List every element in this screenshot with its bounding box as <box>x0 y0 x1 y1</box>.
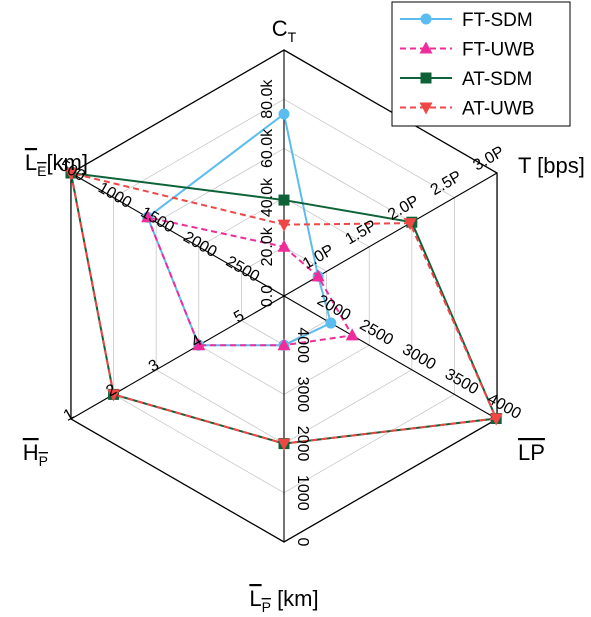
legend-item-ft-sdm: FT-SDM <box>400 10 533 31</box>
legend-marker-at-uwb <box>419 102 433 115</box>
tick-lp-4000: 4000 <box>485 390 524 423</box>
legend-label-ft-sdm: FT-SDM <box>462 10 533 31</box>
legend-marker-ft-uwb <box>419 41 433 54</box>
tick-le-2000: 2000 <box>180 229 219 262</box>
point-ft-uwb-ct <box>277 239 291 252</box>
tick-ct-40.0k: 40.0k <box>259 177 276 217</box>
legend-marker-ft-sdm <box>420 13 432 25</box>
legend-item-ft-uwb: FT-UWB <box>400 40 535 61</box>
point-ft-uwb-lp <box>345 328 359 341</box>
legend-label-at-sdm: AT-SDM <box>462 69 532 90</box>
legend-item-at-sdm: AT-SDM <box>400 69 532 90</box>
axis-title-ct: CT <box>272 16 297 45</box>
point-at-uwb-lp <box>489 413 503 426</box>
tick-lp-2500: 2500 <box>357 317 396 350</box>
series-ft-uwb <box>141 210 359 351</box>
axis-spoke-lp <box>283 295 498 420</box>
series-layer <box>64 108 503 451</box>
point-ft-uwb-le <box>141 210 155 223</box>
tick-lp-3000: 3000 <box>399 341 438 374</box>
point-at-uwb-t <box>403 218 417 231</box>
axis-spoke-hp <box>70 295 285 420</box>
legend-label-ft-uwb: FT-UWB <box>462 40 535 61</box>
tick-ct-60.0k: 60.0k <box>259 128 276 168</box>
point-at-uwb-hp <box>107 389 121 402</box>
tick-ct-20.0k: 20.0k <box>259 226 276 266</box>
point-ft-sdm-lp <box>325 317 337 329</box>
point-ft-sdm-ct <box>278 108 290 120</box>
legend-marker-at-sdm <box>420 72 432 84</box>
axis-title-hp: HP <box>23 440 48 469</box>
axis-title-lp: LP <box>518 440 545 465</box>
axis-titles: CT T [bps] LP LP [km] HP LE[km] <box>23 16 585 615</box>
tick-lpkm-2000: 2000 <box>294 426 311 462</box>
series-at-uwb <box>64 168 503 451</box>
tick-labels: 0.020.0k40.0k60.0k80.0k1.0P1.5P2.0P2.5P3… <box>56 79 524 547</box>
point-at-sdm-ct <box>278 194 290 206</box>
axis-spoke-le <box>70 172 285 297</box>
tick-ct-0.0: 0.0 <box>259 285 276 307</box>
point-at-uwb-le <box>64 168 78 180</box>
tick-hp-1: 1 <box>61 406 77 425</box>
point-at-uwb-ct <box>277 219 291 232</box>
tick-hp-3: 3 <box>146 356 162 375</box>
tick-lpkm-1000: 1000 <box>294 475 311 511</box>
legend-label-at-uwb: AT-UWB <box>462 99 534 120</box>
legend-item-at-uwb: AT-UWB <box>400 99 534 120</box>
point-ft-uwb-lpkm <box>277 338 291 351</box>
tick-t-3.0P: 3.0P <box>470 143 507 174</box>
tick-lpkm-0: 0 <box>294 538 311 547</box>
tick-le-2500: 2500 <box>223 253 262 286</box>
axis-title-t: T [bps] <box>518 153 585 178</box>
axis-title-lpkm: LP [km] <box>249 586 318 615</box>
axis-title-le: LE[km] <box>25 150 88 179</box>
point-at-uwb-lpkm <box>277 438 291 451</box>
point-ft-uwb-hp <box>192 338 206 351</box>
tick-hp-5: 5 <box>231 307 247 326</box>
point-ft-uwb-t <box>311 269 325 282</box>
tick-lpkm-3000: 3000 <box>294 377 311 413</box>
legend: FT-SDM FT-UWB AT-SDM AT-UWB <box>391 1 571 127</box>
tick-ct-80.0k: 80.0k <box>259 79 276 119</box>
tick-lpkm-4000: 4000 <box>294 327 311 363</box>
